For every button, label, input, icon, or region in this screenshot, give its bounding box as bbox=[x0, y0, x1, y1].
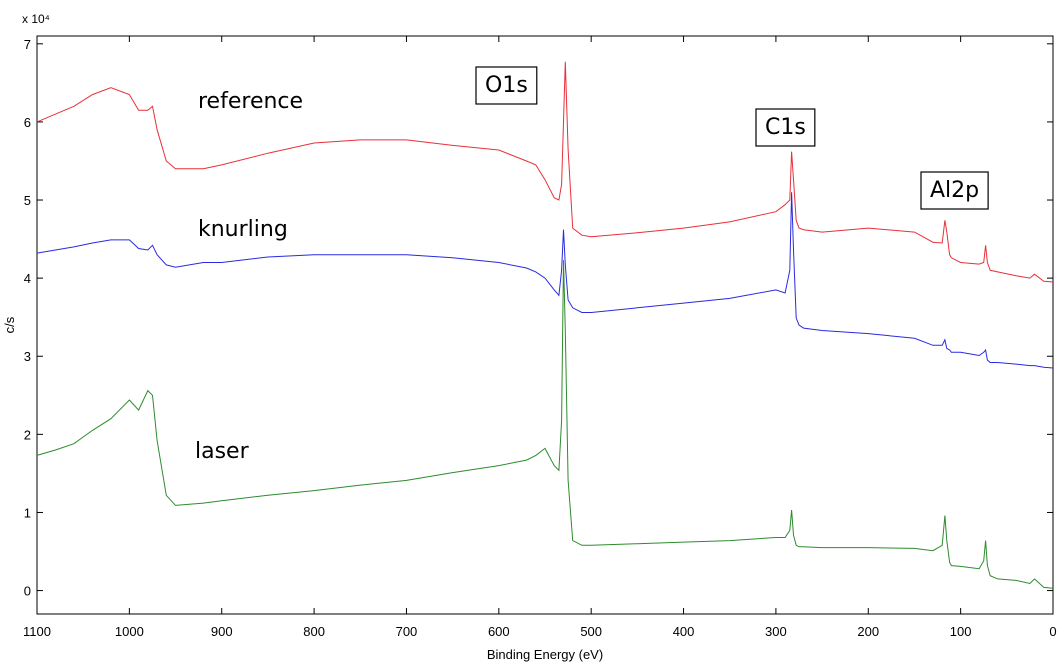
x-axis-label: Binding Energy (eV) bbox=[487, 647, 603, 662]
y-tick-label: 6 bbox=[24, 115, 31, 130]
x-tick-label: 0 bbox=[1049, 624, 1056, 639]
x-tick-label: 500 bbox=[580, 624, 602, 639]
y-multiplier: x 10⁴ bbox=[22, 12, 50, 26]
series-line bbox=[36, 61, 1054, 283]
x-tick-label: 100 bbox=[950, 624, 972, 639]
x-tick-label: 1000 bbox=[115, 624, 144, 639]
y-tick-label: 7 bbox=[24, 37, 31, 52]
x-tick-label: 200 bbox=[857, 624, 879, 639]
x-tick-label: 400 bbox=[673, 624, 695, 639]
y-tick-label: 2 bbox=[24, 427, 31, 442]
series-line bbox=[36, 192, 1054, 369]
peak-label-box bbox=[475, 66, 538, 105]
y-tick-label: 4 bbox=[24, 271, 31, 286]
peak-label-box bbox=[920, 171, 989, 210]
y-axis-label: c/s bbox=[2, 316, 17, 333]
y-tick-label: 0 bbox=[24, 584, 31, 599]
x-tick-label: 700 bbox=[396, 624, 418, 639]
peak-label: Al2p bbox=[930, 178, 979, 203]
x-tick-label: 800 bbox=[303, 624, 325, 639]
y-tick-label: 1 bbox=[24, 505, 31, 520]
series-label: knurling bbox=[198, 217, 288, 242]
series-label: laser bbox=[195, 439, 250, 464]
y-tick-label: 3 bbox=[24, 349, 31, 364]
x-tick-label: 300 bbox=[765, 624, 787, 639]
series-label: reference bbox=[198, 89, 303, 114]
x-tick-label: 1100 bbox=[23, 624, 51, 639]
peak-label-box bbox=[755, 108, 816, 147]
plot-frame bbox=[36, 35, 1054, 615]
peak-label: C1s bbox=[765, 115, 806, 140]
series-line bbox=[36, 260, 1054, 589]
x-tick-label: 600 bbox=[488, 624, 510, 639]
peak-label: O1s bbox=[485, 73, 528, 98]
y-tick-label: 5 bbox=[24, 193, 31, 208]
x-tick-label: 900 bbox=[211, 624, 233, 639]
